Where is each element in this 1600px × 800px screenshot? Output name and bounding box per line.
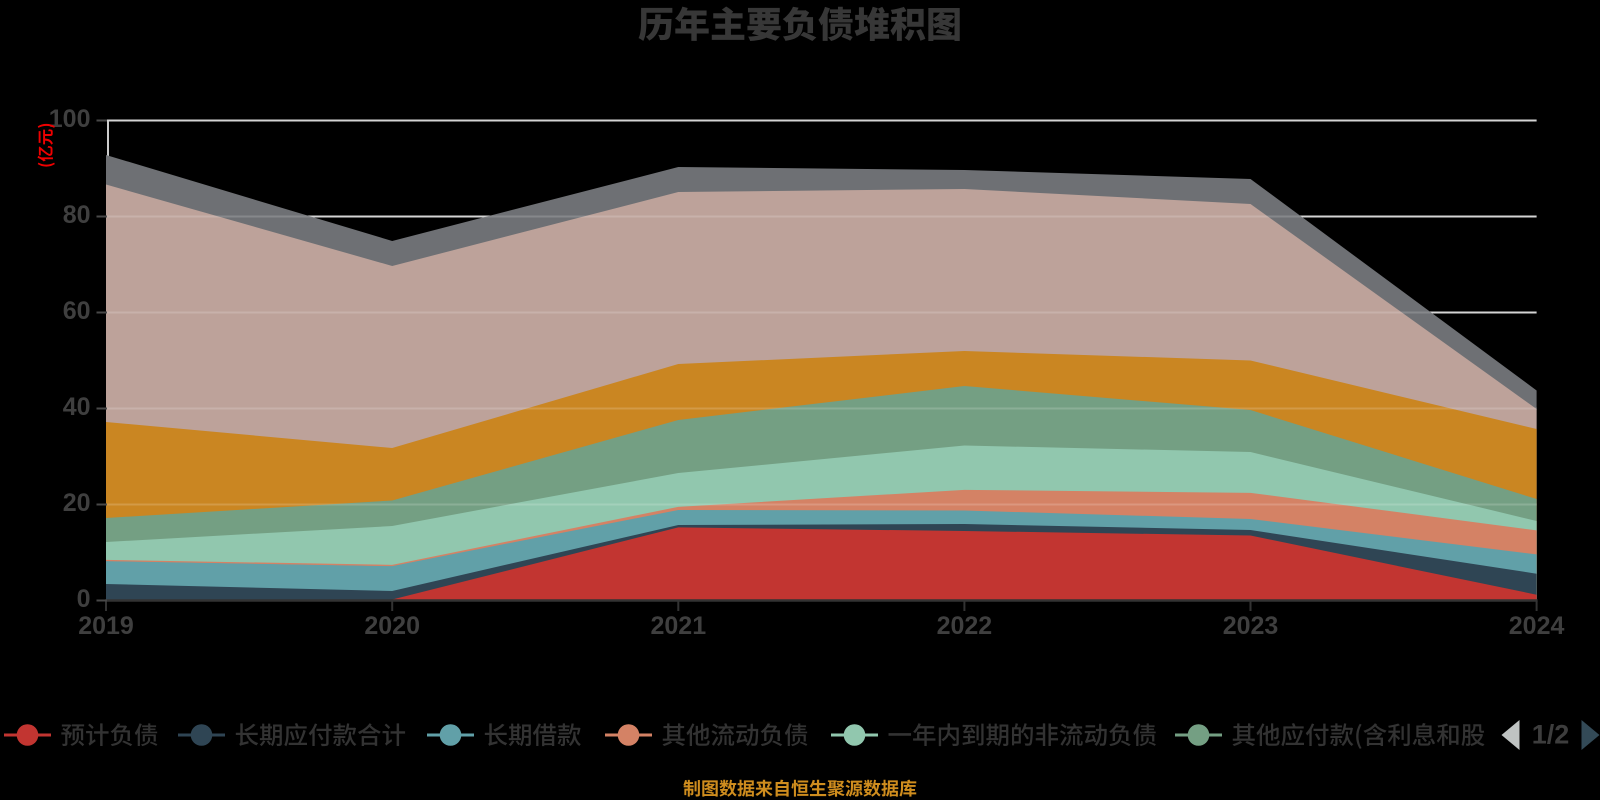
svg-text:80: 80 bbox=[63, 201, 91, 229]
svg-text:2022: 2022 bbox=[937, 612, 993, 640]
svg-text:20: 20 bbox=[63, 489, 91, 517]
svg-text:2020: 2020 bbox=[364, 612, 420, 640]
svg-text:2024: 2024 bbox=[1509, 612, 1565, 640]
svg-text:60: 60 bbox=[63, 297, 91, 325]
svg-text:0: 0 bbox=[77, 585, 91, 613]
svg-text:40: 40 bbox=[63, 393, 91, 421]
svg-text:2023: 2023 bbox=[1223, 612, 1279, 640]
svg-text:2021: 2021 bbox=[650, 612, 706, 640]
svg-text:1/2: 1/2 bbox=[1532, 720, 1570, 750]
svg-text:2019: 2019 bbox=[78, 612, 134, 640]
svg-text:100: 100 bbox=[49, 105, 91, 133]
